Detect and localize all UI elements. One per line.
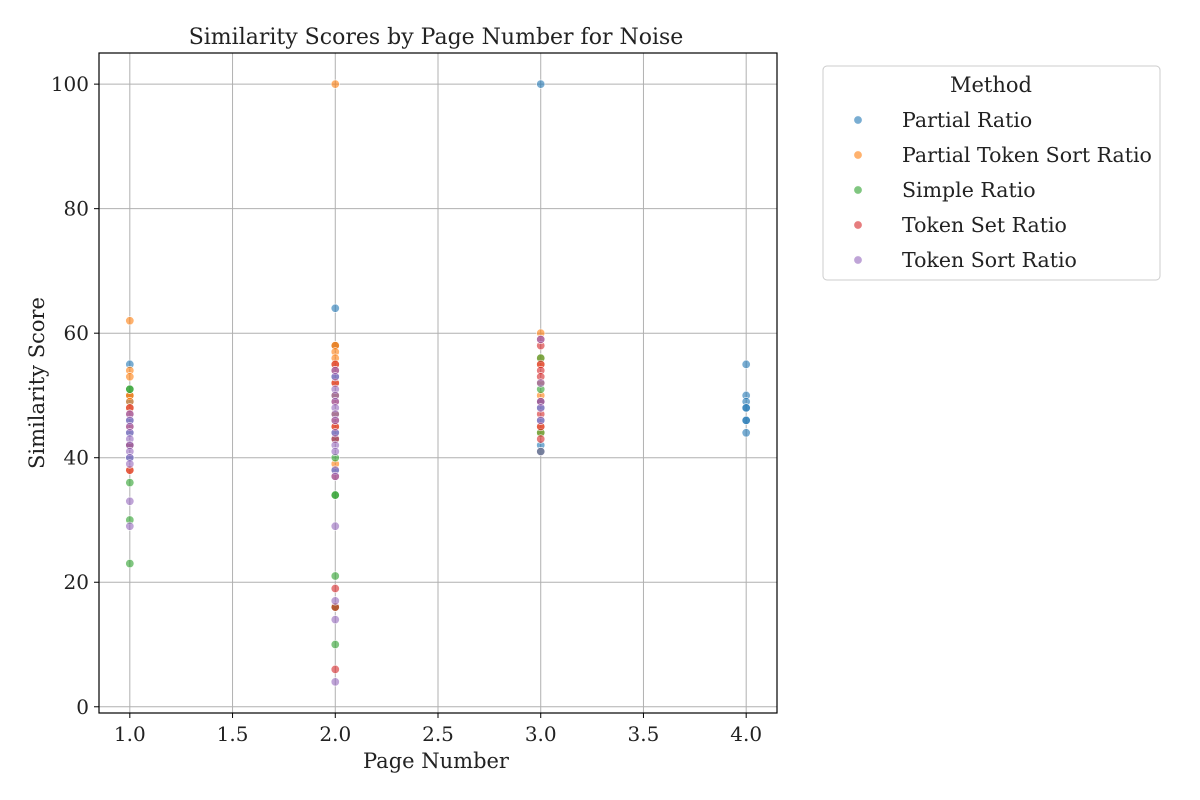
x-tick-label: 1.0 [114,722,146,746]
point-partial-ratio [741,359,751,369]
point-token-sort-ratio [330,521,340,531]
legend-label-partial-token-sort-ratio: Partial Token Sort Ratio [902,143,1152,167]
y-tick-label: 40 [64,446,89,470]
x-tick-label: 1.5 [217,722,249,746]
point-partial-ratio [741,428,751,438]
point-token-sort-ratio [125,521,135,531]
point-partial-ratio [536,79,546,89]
point-token-sort-ratio [330,446,340,456]
point-token-sort-ratio [536,415,546,425]
legend-marker-token-set-ratio [853,220,863,230]
point-simple-ratio [330,571,340,581]
y-axis-label: Similarity Score [25,297,49,469]
point-token-sort-ratio [125,496,135,506]
point-token-sort-ratio [330,596,340,606]
point-token-sort-ratio [536,334,546,344]
point-simple-ratio [125,384,135,394]
point-token-sort-ratio [330,677,340,687]
point-partial-token-sort-ratio [125,316,135,326]
y-tick-label: 80 [64,197,89,221]
point-simple-ratio [125,478,135,488]
point-token-sort-ratio [330,372,340,382]
axis-ticks: 1.0 1.5 2.0 2.5 3.0 3.5 4.0 0 20 40 60 80 100 [51,72,762,746]
legend-marker-partial-token-sort-ratio [853,150,863,160]
point-simple-ratio [330,490,340,500]
legend-label-partial-ratio: Partial Ratio [902,108,1032,132]
legend-label-simple-ratio: Simple Ratio [902,178,1036,202]
legend-items: Partial Ratio Partial Token Sort Ratio Sim… [853,108,1152,272]
legend-title: Method [950,73,1032,97]
x-tick-label: 3.5 [628,722,660,746]
point-partial-ratio [741,403,751,413]
point-token-sort-ratio [536,446,546,456]
point-token-set-ratio [536,434,546,444]
y-tick-label: 100 [51,72,89,96]
data-points [125,79,751,687]
point-simple-ratio [330,640,340,650]
point-token-sort-ratio [330,615,340,625]
y-tick-label: 20 [64,570,89,594]
point-token-sort-ratio [330,471,340,481]
point-token-sort-ratio [330,428,340,438]
point-partial-ratio [741,415,751,425]
x-tick-label: 2.5 [422,722,454,746]
x-tick-label: 2.0 [319,722,351,746]
legend-label-token-set-ratio: Token Set Ratio [902,213,1067,237]
point-token-sort-ratio [536,378,546,388]
x-axis-label: Page Number [363,749,510,773]
legend-box [822,65,1161,281]
point-token-sort-ratio [330,415,340,425]
legend-label-token-sort-ratio: Token Sort Ratio [902,248,1077,272]
point-simple-ratio [125,559,135,569]
grid-lines [99,53,777,713]
legend-marker-simple-ratio [853,185,863,195]
point-partial-token-sort-ratio [125,372,135,382]
point-token-set-ratio [330,664,340,674]
x-tick-label: 3.0 [525,722,557,746]
legend: Method Partial Ratio Partial Token Sort R… [822,65,1161,281]
point-token-sort-ratio [125,459,135,469]
point-token-set-ratio [330,583,340,593]
point-token-sort-ratio [536,403,546,413]
legend-marker-partial-ratio [853,115,863,125]
y-tick-label: 0 [76,695,89,719]
point-partial-token-sort-ratio [330,79,340,89]
y-tick-label: 60 [64,321,89,345]
point-partial-ratio [330,303,340,313]
legend-marker-token-sort-ratio [853,255,863,265]
chart-title: Similarity Scores by Page Number for Noi… [189,25,684,50]
x-tick-label: 4.0 [730,722,762,746]
